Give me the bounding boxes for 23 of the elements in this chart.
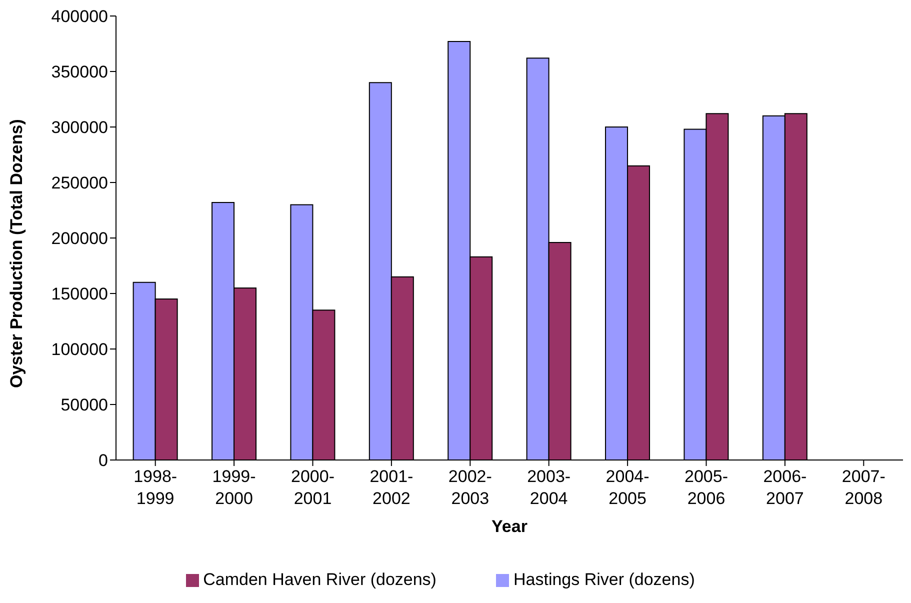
legend-label: Camden Haven River (dozens) <box>203 570 436 589</box>
x-tick-label: 2006-2007 <box>763 467 807 508</box>
x-tick-label: 1999-2000 <box>212 467 256 508</box>
y-axis-title: Oyster Production (Total Dozens) <box>7 119 26 388</box>
y-tick-label: 50000 <box>60 396 108 415</box>
x-tick-label: 2005-2006 <box>684 467 728 508</box>
x-tick-label: 1998-1999 <box>134 467 178 508</box>
y-tick-label: 200000 <box>51 229 108 248</box>
x-tick-label: 2007-2008 <box>842 467 886 508</box>
y-tick-label: 250000 <box>51 174 108 193</box>
y-tick-label: 150000 <box>51 284 108 304</box>
legend-label: Hastings River (dozens) <box>513 570 695 589</box>
y-tick-label: 100000 <box>51 340 108 360</box>
x-tick-label: 2000-2001 <box>291 467 334 508</box>
x-tick-label: 2001-2002 <box>370 467 414 508</box>
x-tick-label: 2002-2003 <box>448 467 492 508</box>
y-tick-label: 400000 <box>51 7 108 26</box>
y-tick-label: 350000 <box>51 62 108 82</box>
y-tick-label: 0 <box>98 451 108 470</box>
x-tick-label: 2003-2004 <box>527 467 571 508</box>
x-axis-title: Year <box>492 517 528 536</box>
x-tick-label: 2004-2005 <box>606 467 650 508</box>
y-tick-label: 300000 <box>51 118 108 138</box>
